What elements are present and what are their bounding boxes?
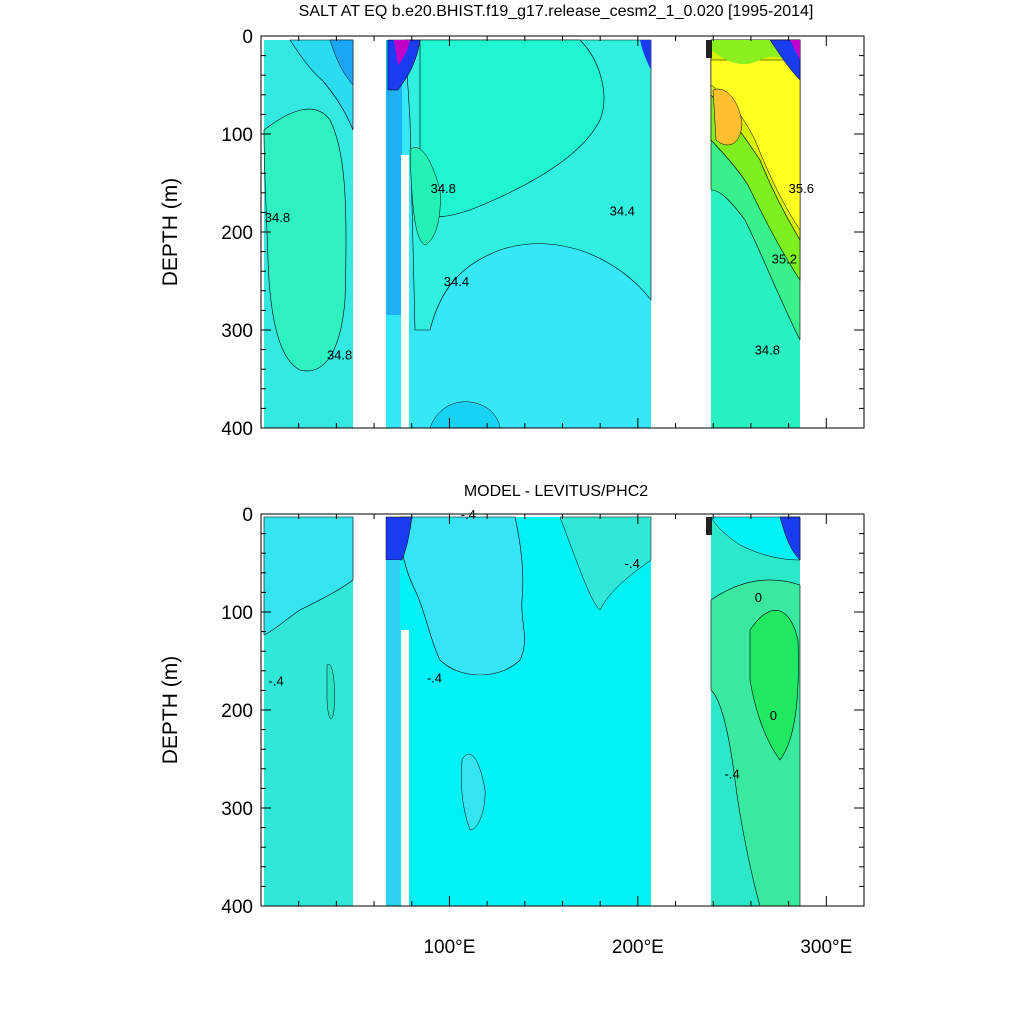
bottom-x-tick-label: 100°E: [423, 937, 475, 958]
bottom-y-tick-label: 400: [221, 897, 253, 918]
top-contour-label: 34.8: [327, 347, 352, 362]
bottom-y-axis-label: DEPTH (m): [159, 656, 182, 765]
bottom-east-surface: [710, 516, 801, 561]
top-central-east-fresh: [640, 40, 651, 70]
bottom-x-tick-label: 200°E: [612, 937, 664, 958]
bottom-contour-field: [263, 516, 801, 906]
top-y-tick-label: 100: [221, 125, 253, 146]
top-contour-label: 34.8: [755, 343, 780, 358]
bottom-y-ticks: 0 100 200 300 400: [221, 505, 864, 918]
top-y-tick-label: 300: [221, 321, 253, 342]
bottom-contour-label: -.4: [461, 507, 476, 522]
bottom-contour-label: -.4: [427, 671, 442, 686]
top-central-deep-fresh: [429, 401, 501, 428]
top-west-fresh-core: [329, 39, 354, 86]
bottom-contour-label: -.4: [269, 674, 284, 689]
bottom-land-gap: [401, 630, 409, 906]
bottom-x-ticks: 100°E 200°E 300°E: [260, 514, 865, 958]
bottom-y-tick-label: 300: [221, 799, 253, 820]
bottom-y-tick-label: 200: [221, 701, 253, 722]
bottom-x-tick-label: 300°E: [800, 937, 852, 958]
top-x-ticks: [260, 36, 865, 428]
bottom-contour-label: 0: [770, 708, 777, 723]
top-y-tick-label: 0: [242, 27, 253, 48]
top-west-fresh-region: [289, 39, 354, 131]
top-bay-min: [394, 40, 410, 65]
bottom-panel: MODEL - LEVITUS/PHC2 0 100 200 300 400 100°E…: [159, 483, 865, 958]
top-y-tick-label: 200: [221, 223, 253, 244]
bottom-contour-label: -.4: [625, 556, 640, 571]
bottom-east-fresh-plume: [779, 516, 801, 561]
top-contour-label: 35.2: [772, 251, 797, 266]
bottom-contour-label: -.4: [725, 767, 740, 782]
bottom-contour-labels: -.4 -.4 -.4 -.4 0 0 -.4: [269, 507, 777, 782]
bottom-central-blob: [461, 754, 486, 831]
top-y-axis-label: DEPTH (m): [159, 178, 182, 287]
top-contour-label: 34.8: [265, 210, 290, 225]
top-central-core: [409, 147, 441, 246]
bottom-central-edge: [386, 560, 400, 906]
bottom-y-tick-label: 100: [221, 603, 253, 624]
top-land-gap: [401, 155, 409, 428]
top-east-fresh-min: [790, 40, 800, 60]
top-panel: SALT AT EQ b.e20.BHIST.f19_g17.release_c…: [159, 3, 865, 440]
top-central-edge: [386, 40, 402, 315]
top-contour-label: 34.4: [610, 203, 635, 218]
top-east-edge: [706, 40, 712, 58]
bottom-central-east: [559, 516, 652, 611]
top-west-high-region: [263, 108, 347, 372]
bottom-west-upper: [263, 516, 354, 636]
top-contour-label: 34.8: [431, 181, 456, 196]
top-east-fresh-plume: [769, 39, 801, 81]
bottom-contour-label: 0: [755, 590, 762, 605]
bottom-y-tick-label: 0: [242, 505, 253, 526]
bottom-east-edge: [706, 517, 712, 535]
top-contour-label: 34.4: [444, 274, 469, 289]
top-contour-labels: 34.8 34.8 34.8 34.4 34.4 35.6 35.2 34.8: [265, 181, 814, 363]
top-contour-label: 35.6: [789, 181, 814, 196]
bottom-east-core: [749, 610, 799, 761]
top-y-ticks: 0 100 200 300 400: [221, 27, 864, 440]
top-title: SALT AT EQ b.e20.BHIST.f19_g17.release_c…: [299, 3, 814, 20]
top-y-tick-label: 400: [221, 419, 253, 440]
bottom-west-blob: [326, 664, 335, 719]
top-contour-field: [263, 39, 801, 428]
bottom-title: MODEL - LEVITUS/PHC2: [464, 483, 648, 500]
bottom-central-fresh: [399, 516, 525, 676]
top-east-core: [712, 88, 743, 146]
